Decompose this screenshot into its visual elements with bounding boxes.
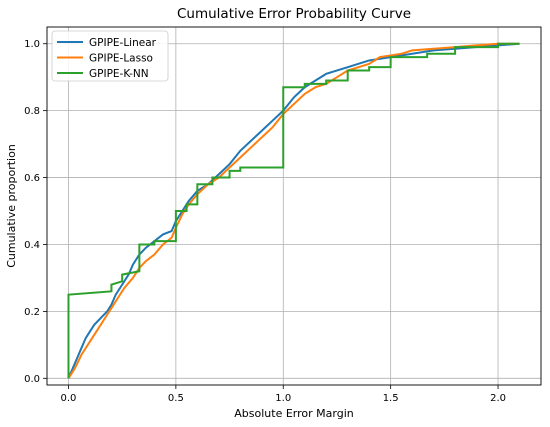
x-axis-ticks: 0.0 0.5 1.0 1.5 2.0 [61, 385, 506, 404]
x-axis-label: Absolute Error Margin [234, 407, 353, 420]
x-tick-label: 2.0 [490, 393, 506, 404]
series-line-1 [67, 42, 520, 379]
y-axis-label: Cumulative proportion [5, 144, 18, 268]
series-line-2 [67, 42, 520, 379]
x-tick-label: 0.5 [168, 393, 184, 404]
y-tick-label: 1.0 [24, 39, 40, 50]
legend-box [51, 30, 169, 82]
y-tick-label: 0.0 [24, 374, 40, 385]
y-tick-label: 0.4 [24, 240, 40, 251]
legend-label-0: GPIPE-Linear [89, 37, 157, 49]
legend: GPIPE-Linear GPIPE-Lasso GPIPE-K-NN [51, 30, 169, 82]
plot-frame [46, 26, 542, 386]
series-group [67, 42, 520, 379]
series-line-0 [67, 42, 520, 379]
legend-label-1: GPIPE-Lasso [89, 53, 153, 65]
y-tick-label: 0.6 [24, 173, 40, 184]
y-tick-label: 0.2 [24, 307, 40, 318]
chart-title: Cumulative Error Probability Curve [177, 6, 411, 22]
legend-label-2: GPIPE-K-NN [89, 68, 149, 80]
x-tick-label: 0.0 [61, 393, 77, 404]
y-axis-ticks: 0.0 0.2 0.4 0.6 0.8 1.0 [24, 39, 47, 385]
y-tick-label: 0.8 [24, 106, 40, 117]
x-tick-label: 1.5 [383, 393, 399, 404]
x-tick-label: 1.0 [275, 393, 291, 404]
